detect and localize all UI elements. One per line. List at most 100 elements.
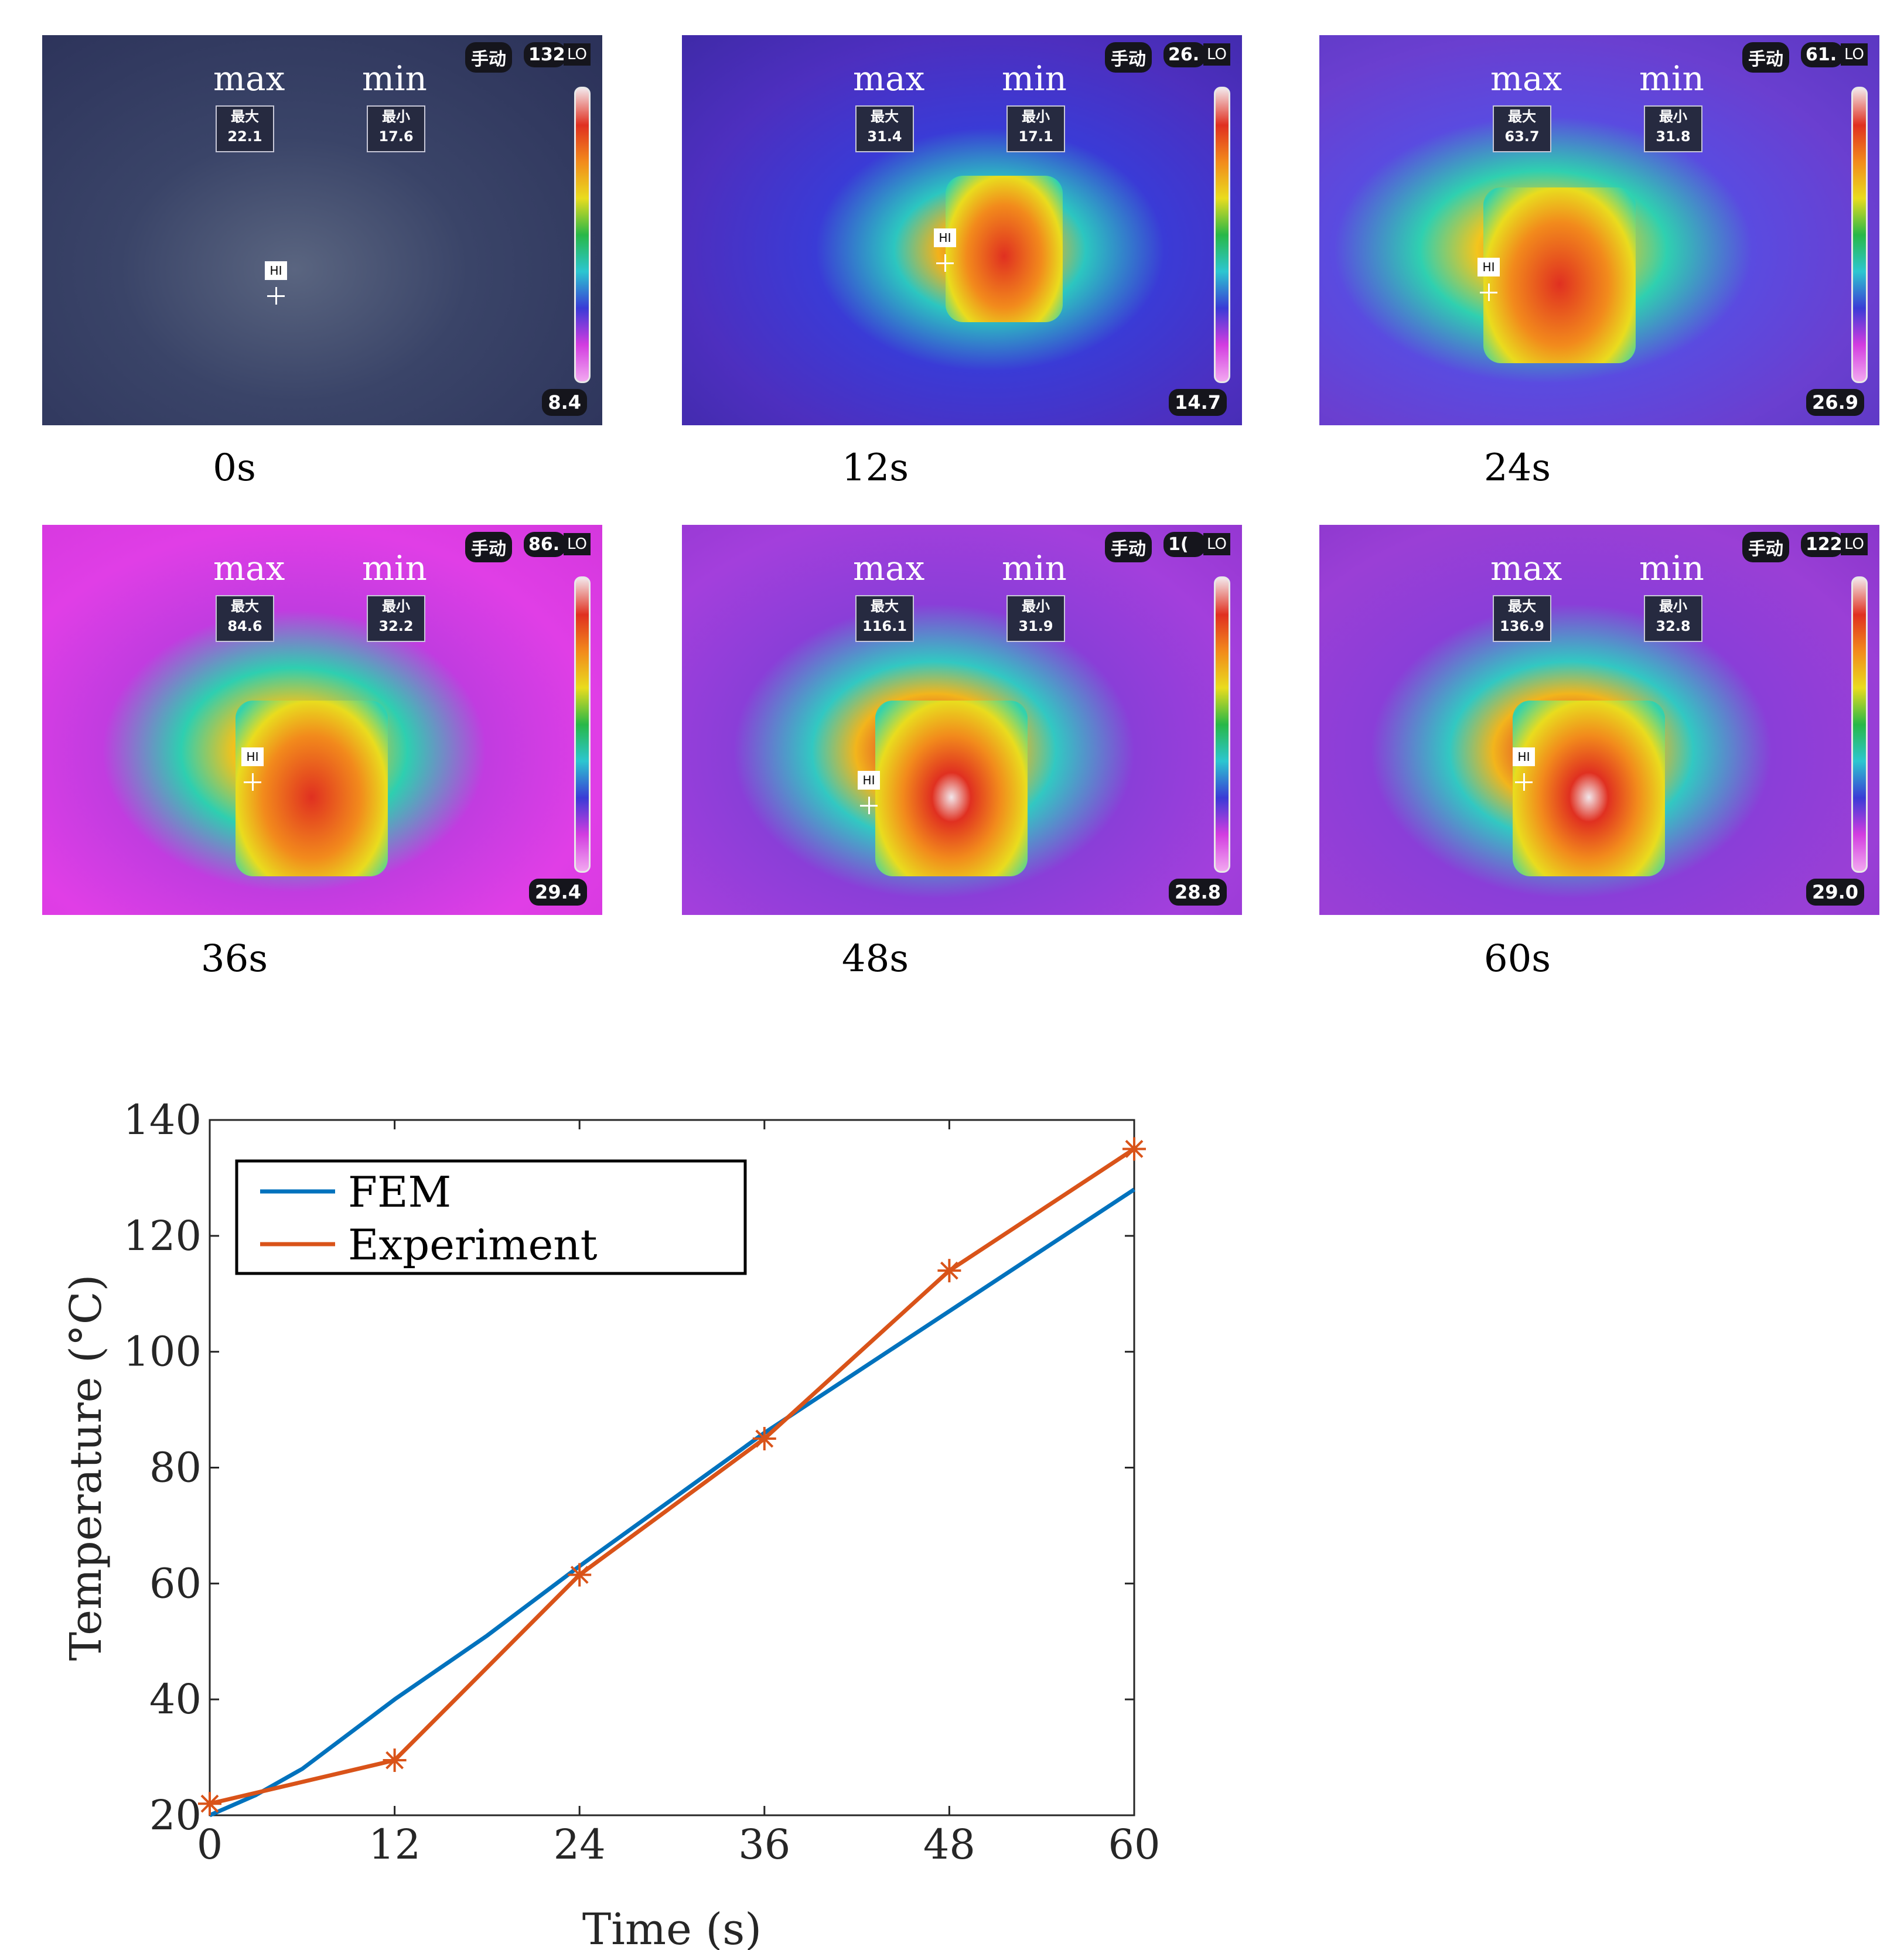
hotspot-marker: HI — [1478, 258, 1500, 276]
experiment-point — [1122, 1137, 1146, 1161]
max-label: max — [1490, 548, 1562, 588]
max-readout: 最大 63.7 — [1493, 105, 1551, 152]
panel-caption: 0s — [213, 446, 256, 490]
mode-badge: 手动 — [465, 532, 512, 562]
mode-badge: 手动 — [465, 42, 512, 73]
scale-top-value: 26. — [1163, 42, 1206, 67]
min-readout: 最小 32.2 — [367, 595, 425, 642]
max-readout: 最大 116.1 — [855, 595, 914, 642]
x-axis-label: Time (s) — [582, 1904, 762, 1950]
scale-bottom-value: 14.7 — [1169, 389, 1227, 416]
thermal-panel-36s: max min 最大 84.6 最小 32.2 手动 86. LO 29.4 HI — [42, 525, 602, 915]
min-label: min — [1002, 548, 1067, 588]
min-label: min — [362, 59, 427, 98]
mode-badge: 手动 — [1742, 42, 1789, 73]
mode-badge: 手动 — [1742, 532, 1789, 562]
hotspot-marker: HI — [1513, 747, 1535, 766]
x-tick-label: 36 — [738, 1821, 790, 1869]
y-tick-label: 100 — [123, 1328, 202, 1376]
legend-label-experiment: Experiment — [348, 1220, 598, 1269]
crosshair-icon — [267, 287, 285, 305]
lo-badge: LO — [564, 533, 591, 555]
scale-bottom-value: 29.0 — [1806, 879, 1864, 906]
lo-badge: LO — [564, 43, 591, 66]
x-tick-label: 24 — [554, 1821, 606, 1869]
experiment-point — [198, 1792, 221, 1816]
max-label: max — [853, 59, 925, 98]
hotspot-marker: HI — [858, 771, 880, 790]
min-label: min — [1639, 548, 1704, 588]
min-readout: 最小 17.1 — [1006, 105, 1065, 152]
heated-object — [875, 701, 1028, 876]
thermal-panel-12s: max min 最大 31.4 最小 17.1 手动 26. LO 14.7 HI — [682, 35, 1242, 425]
min-label: min — [1002, 59, 1067, 98]
legend-box — [235, 1159, 747, 1275]
heated-object — [1513, 701, 1665, 876]
panel-caption: 12s — [841, 446, 909, 490]
series-line-experiment — [209, 1147, 1135, 1806]
x-tick-label: 60 — [1108, 1821, 1160, 1869]
color-scale-bar — [574, 576, 591, 873]
min-readout: 最小 31.9 — [1006, 595, 1065, 642]
max-label: max — [213, 59, 285, 98]
hotspot-marker: HI — [241, 747, 264, 766]
series-line-fem — [209, 1187, 1135, 1818]
scale-top-value: 61. — [1801, 42, 1843, 67]
mode-badge: 手动 — [1105, 42, 1152, 73]
min-readout: 最小 32.8 — [1644, 595, 1702, 642]
hotspot-marker: HI — [265, 261, 287, 280]
scale-bottom-value: 29.4 — [529, 879, 587, 906]
min-label: min — [362, 548, 427, 588]
crosshair-icon — [244, 773, 261, 791]
lo-badge: LO — [1841, 43, 1868, 66]
heated-object — [236, 701, 388, 876]
max-readout: 最大 136.9 — [1493, 595, 1551, 642]
thermal-image — [42, 35, 602, 425]
panel-caption: 48s — [841, 937, 909, 981]
max-label: max — [853, 548, 925, 588]
max-readout: 最大 22.1 — [216, 105, 274, 152]
thermal-panel-60s: max min 最大 136.9 最小 32.8 手动 122 LO 29.0 HI — [1319, 525, 1879, 915]
crosshair-icon — [860, 797, 878, 814]
scale-top-value: 86. — [524, 532, 566, 557]
y-tick-label: 40 — [149, 1675, 202, 1723]
lo-badge: LO — [1841, 533, 1868, 555]
y-tick-label: 120 — [123, 1212, 202, 1260]
y-tick-label: 140 — [123, 1096, 202, 1144]
color-scale-bar — [1214, 576, 1230, 873]
experiment-point — [568, 1563, 592, 1587]
lo-badge: LO — [1203, 43, 1231, 66]
crosshair-icon — [936, 254, 954, 272]
scale-top-value: 122 — [1801, 532, 1843, 557]
min-label: min — [1639, 59, 1704, 98]
x-tick-label: 0 — [197, 1821, 223, 1869]
min-readout: 最小 17.6 — [367, 105, 425, 152]
x-tick-label: 48 — [923, 1821, 975, 1869]
panel-caption: 36s — [200, 937, 268, 981]
y-tick-label: 60 — [149, 1559, 202, 1607]
color-scale-bar — [574, 87, 591, 383]
color-scale-bar — [1851, 576, 1868, 873]
legend-label-fem: FEM — [348, 1167, 451, 1217]
color-scale-bar — [1214, 87, 1230, 383]
max-readout: 最大 84.6 — [216, 595, 274, 642]
min-readout: 最小 31.8 — [1644, 105, 1702, 152]
y-tick-label: 20 — [149, 1791, 202, 1839]
thermal-panel-24s: max min 最大 63.7 最小 31.8 手动 61. LO 26.9 HI — [1319, 35, 1879, 425]
scale-top-value: 1( — [1163, 532, 1206, 557]
scale-bottom-value: 28.8 — [1169, 879, 1227, 906]
y-axis-label: Temperature (°C) — [61, 1275, 111, 1661]
hotspot-marker: HI — [934, 228, 956, 247]
experiment-point — [752, 1427, 776, 1451]
scale-bottom-value: 26.9 — [1806, 389, 1864, 416]
experiment-point — [383, 1748, 407, 1773]
experiment-point — [937, 1259, 961, 1283]
heated-object — [1483, 187, 1636, 363]
thermal-panel-48s: max min 最大 116.1 最小 31.9 手动 1(LO 28.8 HI — [682, 525, 1242, 915]
heated-object — [946, 176, 1063, 322]
color-scale-bar — [1851, 87, 1868, 383]
mode-badge: 手动 — [1105, 532, 1152, 562]
scale-top-value: 132. — [524, 42, 566, 67]
crosshair-icon — [1480, 284, 1497, 301]
temperature-chart: 0 12 24 36 48 60 20 40 60 80 100 120 140 Time (s) Temp… — [61, 1096, 1161, 1950]
